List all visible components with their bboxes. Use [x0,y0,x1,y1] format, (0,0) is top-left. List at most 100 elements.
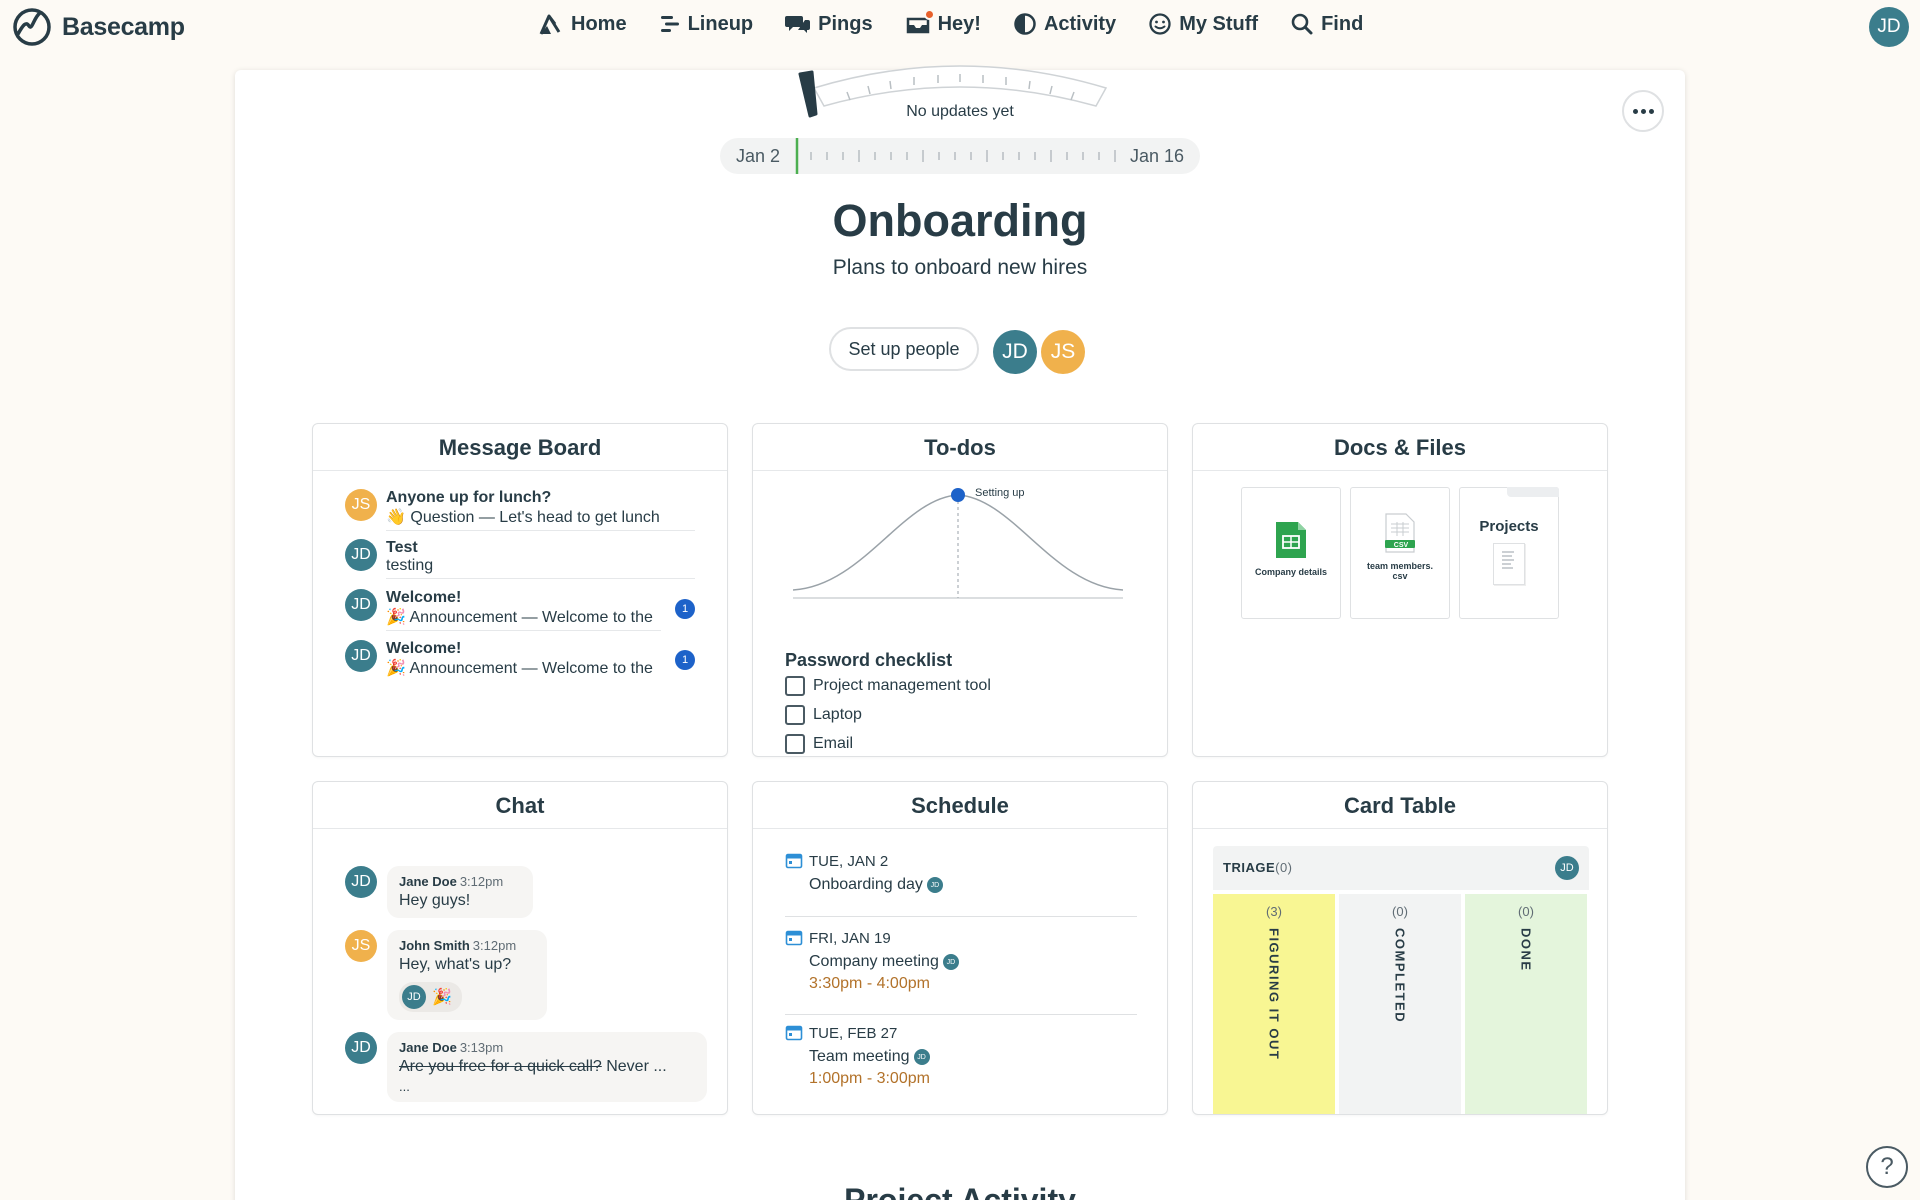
list-item[interactable]: JD Test testing [345,539,695,579]
text-lines-icon [1502,551,1514,569]
message-board-tool[interactable]: Message Board JS Anyone up for lunch? 👋 Q… [312,423,728,757]
user-avatar[interactable]: JD [1869,7,1909,47]
nav-pings-label: Pings [818,12,873,35]
avatar[interactable]: JS [1041,330,1085,374]
nav-hey[interactable]: Hey! [905,9,981,36]
basecamp-logo-icon [13,8,51,46]
chat-line[interactable]: JD Jane Doe 3:12pm Hey guys! [345,866,533,918]
docs-files-tool[interactable]: Docs & Files Company details CSV team me… [1192,423,1608,757]
event-title: Company meeting [809,953,939,970]
nav-lineup-label: Lineup [687,12,754,35]
main-nav: Home Lineup Pings Hey! Activity My Stuff… [538,9,1395,36]
basecamp-logo[interactable]: Basecamp [10,7,185,47]
doc-item[interactable]: Company details [1241,487,1341,619]
todo-item[interactable]: Laptop [785,705,862,725]
todo-checkbox[interactable] [785,705,805,725]
help-button[interactable]: ? [1866,1146,1908,1188]
chat-time: 3:13pm [459,1040,504,1055]
notification-dot [923,9,935,20]
todos-title[interactable]: To-dos [753,424,1167,471]
avatar[interactable]: JD [1555,856,1579,880]
message-excerpt: 👋 Question — Let's head to get lunch [386,509,660,526]
avatar: JD [345,640,377,672]
chat-line[interactable]: JS John Smith 3:12pm Hey, what's up? JD 🎉 [345,930,547,1020]
todo-label: Laptop [813,706,862,723]
column-label: DONE [1518,928,1534,972]
card-table-title[interactable]: Card Table [1193,782,1607,829]
card-column-completed[interactable]: (0) COMPLETED [1339,894,1461,1114]
todo-list-title[interactable]: Password checklist [785,650,953,670]
spreadsheet-icon [1276,522,1306,558]
column-count: (0) [1392,904,1408,919]
csv-file-icon [1385,513,1415,553]
todo-checkbox[interactable] [785,734,805,754]
nav-hey-label: Hey! [937,12,981,35]
dot-icon [1640,108,1646,114]
chat-time: 3:12pm [472,938,517,953]
event-time: 1:00pm - 3:00pm [809,1070,930,1087]
nav-lineup[interactable]: Lineup [659,12,754,36]
top-nav: Basecamp Home Lineup Pings Hey! Activity… [0,0,1920,54]
message-board-title[interactable]: Message Board [313,424,727,471]
chat-struck-text: Are you free for a quick call? [399,1058,602,1075]
message-title: Anyone up for lunch? [386,489,552,506]
nav-my-stuff[interactable]: My Stuff [1148,12,1258,36]
brand-name: Basecamp [62,12,185,41]
chat-tool[interactable]: Chat JD Jane Doe 3:12pm Hey guys! JS John … [312,781,728,1115]
doc-item[interactable]: CSV team members.csv [1350,487,1450,619]
column-label: FIGURING IT OUT [1266,928,1282,1061]
timeline-end-date: Jan 16 [1129,146,1184,166]
project-options-button[interactable] [1622,90,1664,132]
schedule-event[interactable]: TUE, JAN 2 Onboarding day JD [785,852,1137,906]
avatar[interactable]: JD [993,330,1037,374]
avatar: JD [913,1049,930,1065]
todo-label: Project management tool [813,677,991,694]
hill-chart[interactable] [793,478,1133,608]
card-column-done[interactable]: (0) DONE [1465,894,1587,1114]
todo-item[interactable]: Project management tool [785,676,991,696]
project-timeline[interactable]: Jan 2 Jan 16 [720,138,1200,174]
list-item[interactable]: JD Welcome! 🎉 Announcement — Welcome to t… [345,589,695,631]
boost[interactable]: JD 🎉 [399,982,462,1012]
chat-title[interactable]: Chat [313,782,727,829]
docs-files-title[interactable]: Docs & Files [1193,424,1607,471]
chat-line[interactable]: JD Jane Doe 3:13pm Are you free for a quic… [345,1032,707,1102]
project-people: JD JS [993,330,1085,374]
project-title: Onboarding [832,195,1088,246]
avatar: JD [926,877,943,893]
column-count: (3) [1266,904,1282,919]
list-item[interactable]: JD Welcome! 🎉 Announcement — Welcome to t… [345,640,695,681]
avatar: JD [345,866,377,898]
avatar: JD [345,1032,377,1064]
nav-activity-label: Activity [1043,12,1117,35]
boost-emoji: 🎉 [432,989,452,1006]
chat-author: Jane Doe [399,1040,457,1055]
list-item[interactable]: JS Anyone up for lunch? 👋 Question — Let'… [345,489,695,531]
set-up-people-button[interactable]: Set up people [829,327,979,371]
schedule-tool[interactable]: Schedule TUE, JAN 2 Onboarding day JD FRI… [752,781,1168,1115]
triage-column[interactable]: TRIAGE(0) JD [1213,846,1589,890]
nav-find[interactable]: Find [1290,12,1363,36]
todos-tool[interactable]: To-dos Setting up Password checklist Pro… [752,423,1168,757]
schedule-event[interactable]: TUE, FEB 27 Team meeting JD 1:00pm - 3:00… [785,1024,1137,1100]
nav-home[interactable]: Home [538,12,627,36]
message-excerpt: testing [386,557,434,574]
chat-author: John Smith [399,938,470,953]
card-table-tool[interactable]: Card Table TRIAGE(0) JD (3) FIGURING IT … [1192,781,1608,1115]
timeline-ticks [795,138,1116,174]
folder-item[interactable]: Projects [1459,487,1559,619]
csv-tag: CSV [1393,542,1409,549]
card-column-figuring-it-out[interactable]: (3) FIGURING IT OUT [1213,894,1335,1114]
avatar: JD [402,985,426,1009]
nav-activity[interactable]: Activity [1013,12,1116,36]
project-gauge[interactable] [790,56,1130,126]
nav-pings[interactable]: Pings [785,12,873,36]
schedule-title[interactable]: Schedule [753,782,1167,829]
schedule-event[interactable]: FRI, JAN 19 Company meeting JD 3:30pm - 4… [785,929,1137,1005]
avatar: JD [942,954,959,970]
nav-find-label: Find [1321,12,1364,35]
hill-dot-label: Setting up [975,487,1025,499]
todo-item[interactable]: Email [785,734,853,754]
document-thumbnail [1493,543,1525,585]
todo-checkbox[interactable] [785,676,805,696]
